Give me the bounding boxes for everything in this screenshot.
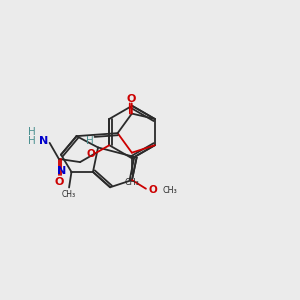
Text: N: N: [57, 167, 66, 176]
Text: O: O: [127, 94, 136, 104]
Text: H: H: [85, 136, 93, 146]
Text: H: H: [28, 136, 36, 146]
Text: CH₃: CH₃: [62, 190, 76, 199]
Text: O: O: [149, 185, 158, 195]
Text: N: N: [39, 136, 48, 146]
Text: H: H: [28, 128, 36, 137]
Text: O: O: [86, 149, 95, 159]
Text: CH₃: CH₃: [162, 186, 177, 195]
Text: O: O: [54, 177, 64, 187]
Text: CH₃: CH₃: [125, 178, 140, 187]
